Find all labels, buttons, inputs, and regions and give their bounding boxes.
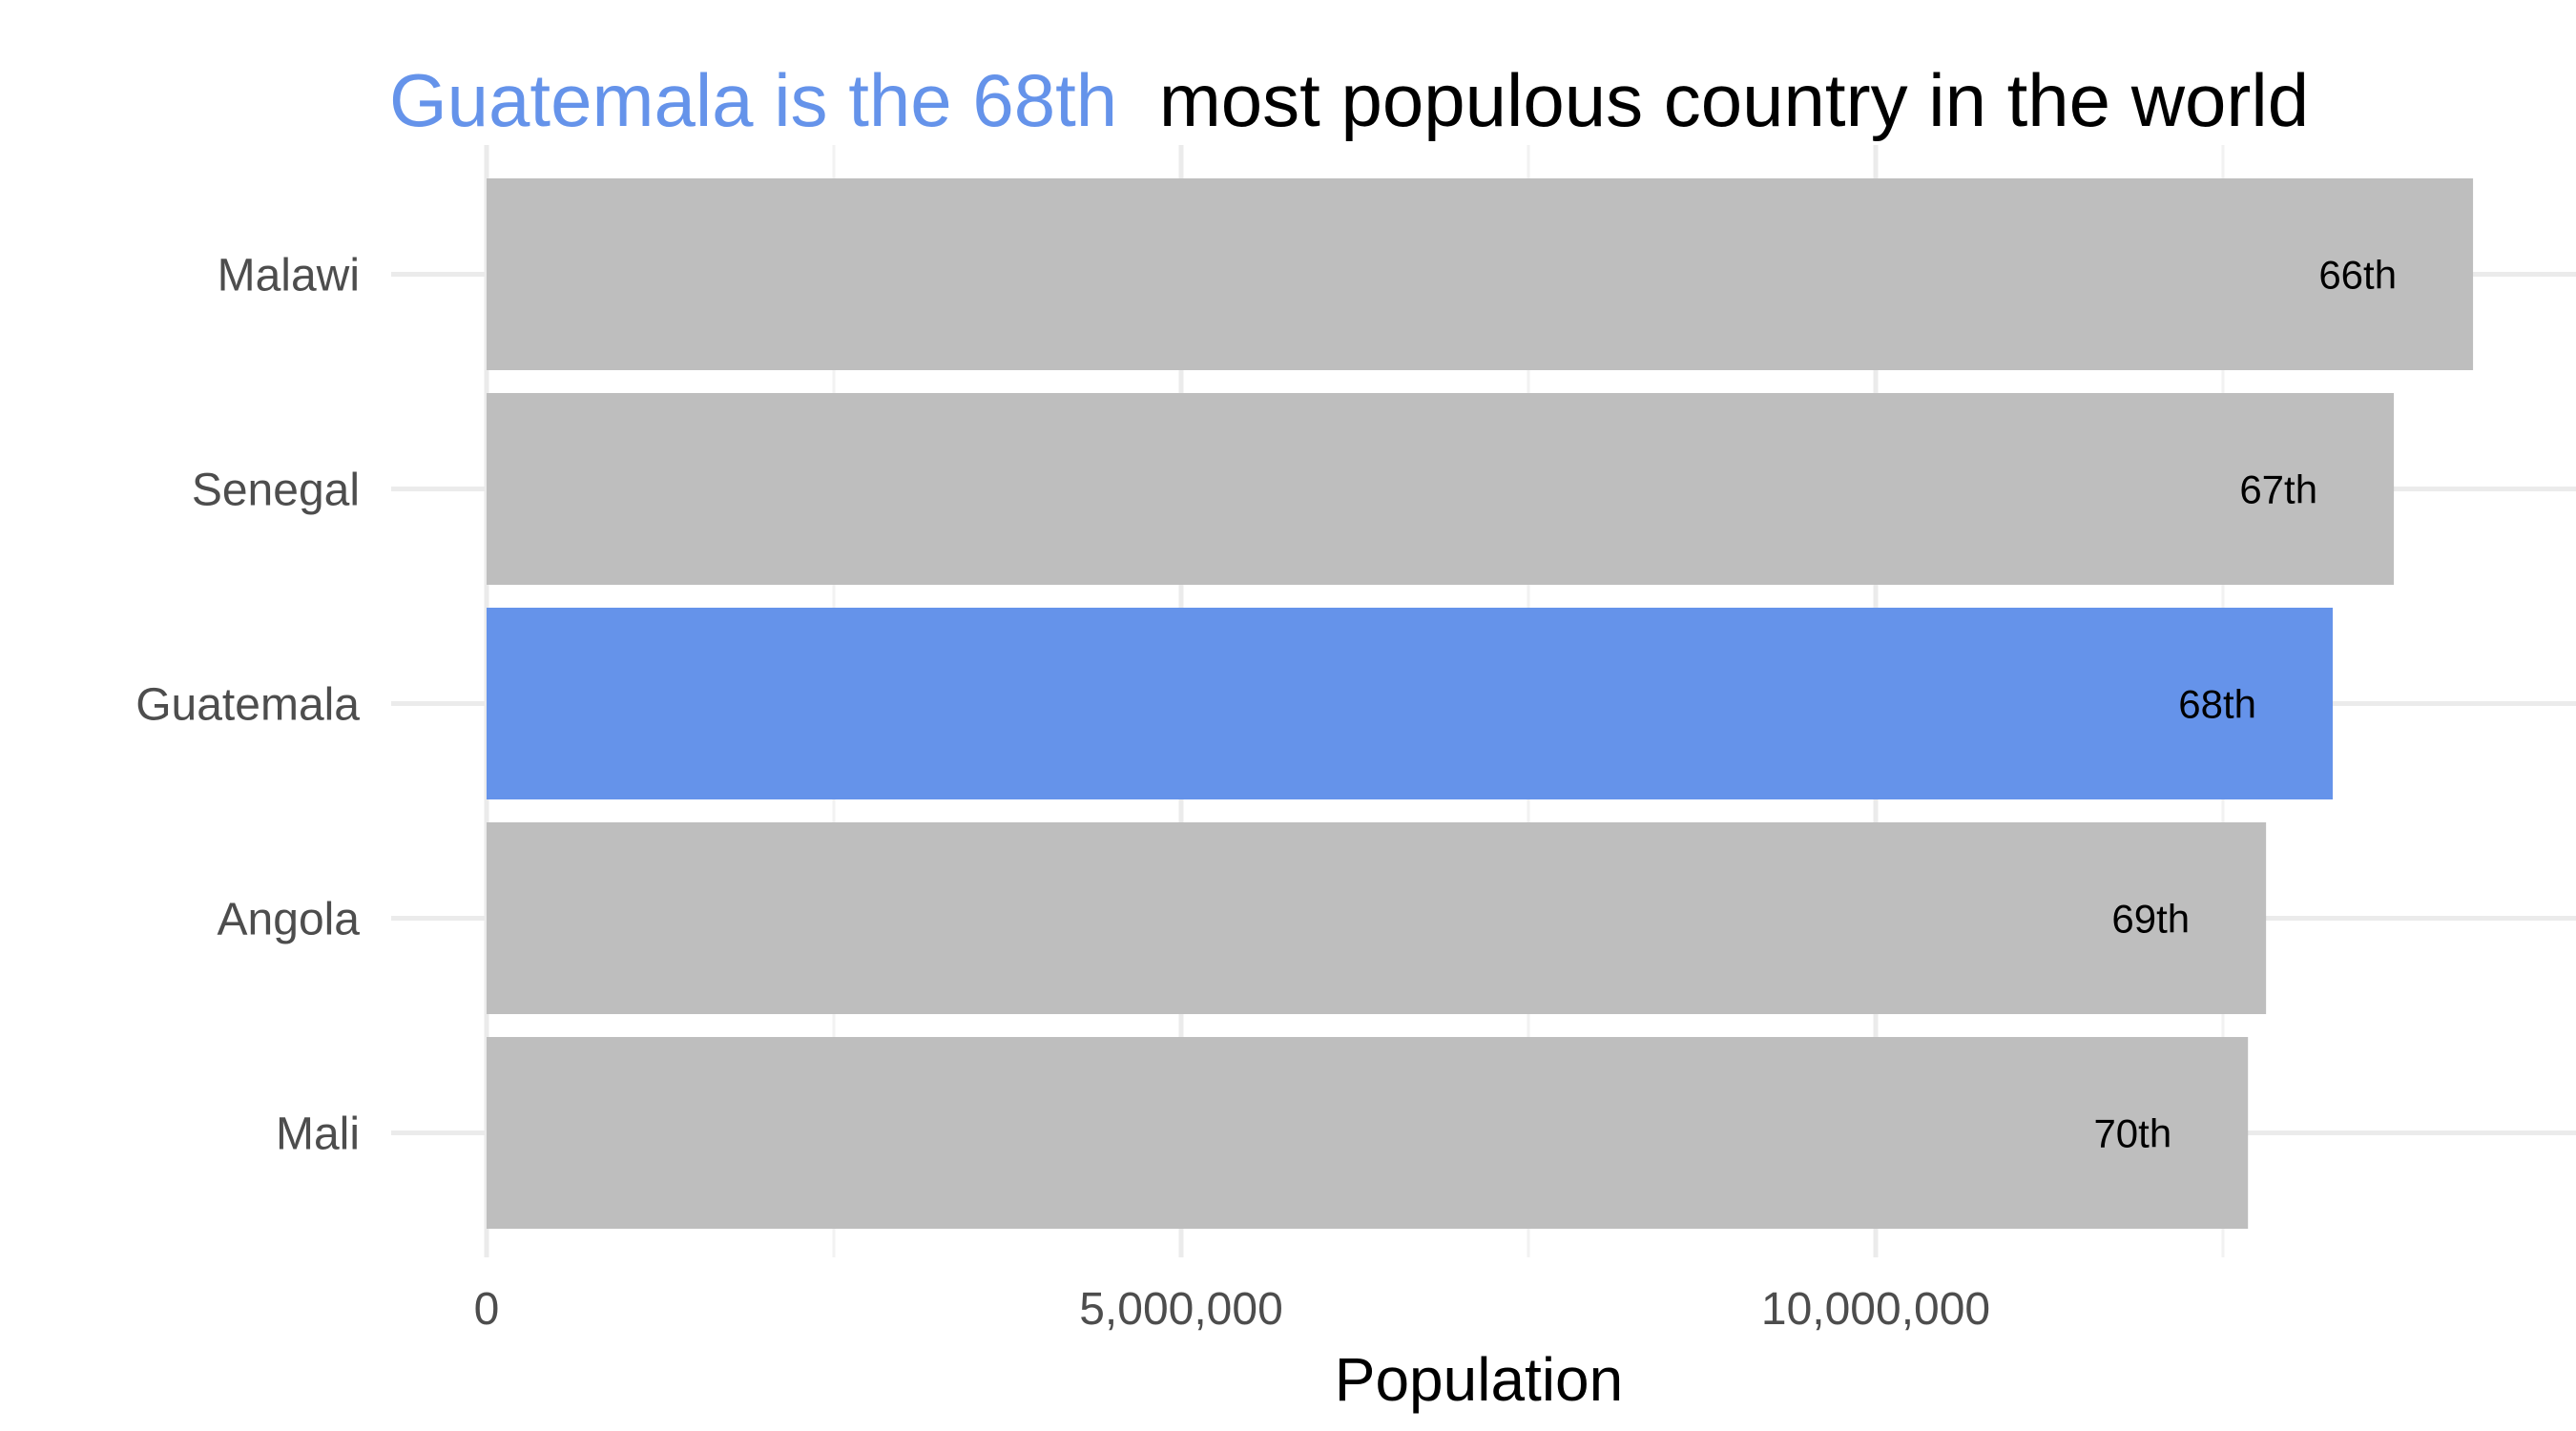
- bar-senegal: [487, 393, 2395, 585]
- x-axis-title: Population: [1335, 1345, 1623, 1414]
- y-tick-label: Mali: [276, 1110, 360, 1160]
- x-axis-labels: 0 5,000,000 10,000,000: [474, 1284, 1990, 1335]
- bar-value-label: 67th: [2239, 467, 2317, 512]
- x-tick-label: 5,000,000: [1079, 1284, 1283, 1335]
- bar-angola: [487, 822, 2267, 1014]
- bar-value-label: 69th: [2111, 897, 2190, 942]
- x-tick-label: 0: [474, 1284, 500, 1335]
- chart-title-rest: most populous country in the world: [1159, 58, 2309, 142]
- bars: 66th 67th 68th 69th 70th: [487, 178, 2474, 1229]
- y-tick-label: Guatemala: [135, 680, 360, 731]
- x-tick-label: 10,000,000: [1761, 1284, 1990, 1335]
- y-axis-labels: Malawi Senegal Guatemala Angola Mali: [135, 251, 360, 1160]
- y-tick-label: Senegal: [192, 466, 360, 516]
- bar-malawi: [487, 178, 2474, 370]
- bar-value-label: 68th: [2178, 682, 2256, 727]
- y-tick-label: Malawi: [218, 251, 360, 301]
- bar-guatemala: [487, 608, 2334, 799]
- bar-value-label: 66th: [2318, 253, 2397, 298]
- chart-title: Guatemala is the 68th most populous coun…: [389, 58, 2309, 142]
- chart-title-highlight: Guatemala is the 68th: [389, 58, 1117, 142]
- y-tick-label: Angola: [218, 895, 361, 945]
- bar-mali: [487, 1037, 2249, 1229]
- bar-value-label: 70th: [2093, 1111, 2171, 1156]
